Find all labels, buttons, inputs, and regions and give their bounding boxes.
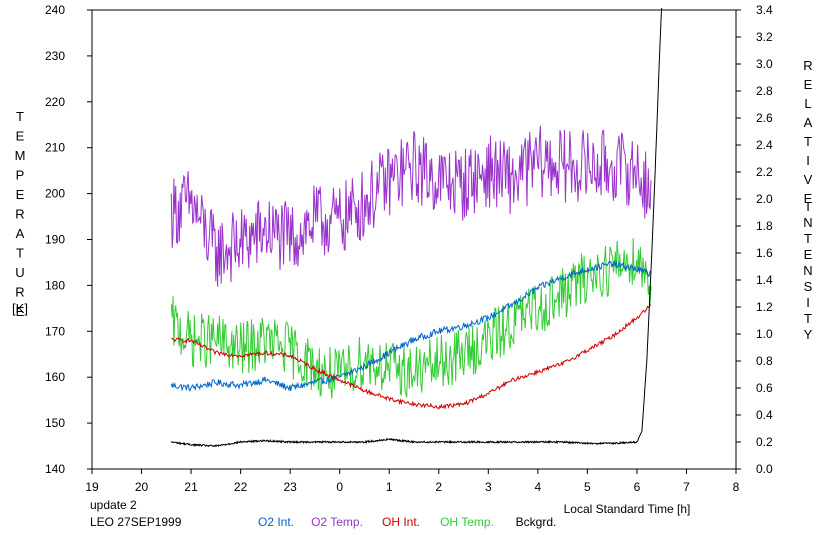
y-right-label-letter: I <box>806 153 810 168</box>
x-tick-label: 5 <box>584 480 591 494</box>
station-date-label: LEO 27SEP1999 <box>90 515 182 529</box>
y-left-label-letter: U <box>15 265 24 280</box>
y-right-tick-label: 1.8 <box>756 219 773 233</box>
y-left-tick-label: 240 <box>45 3 65 17</box>
y-right-tick-label: 0.8 <box>756 354 773 368</box>
series-line-o2-temp <box>170 125 652 287</box>
y-left-tick-label: 180 <box>45 278 65 292</box>
y-right-label-letter: V <box>804 172 813 187</box>
y-right-tick-label: 1.4 <box>756 273 773 287</box>
axis-layer <box>87 9 741 474</box>
y-right-label-letter: I <box>806 199 810 214</box>
y-left-tick-label: 220 <box>45 95 65 109</box>
y-right-tick-label: 1.2 <box>756 300 773 314</box>
y-left-tick-label: 190 <box>45 233 65 247</box>
legend-entry: Bckgrd. <box>516 515 557 529</box>
x-tick-label: 22 <box>234 480 248 494</box>
y-right-tick-label: 0.0 <box>756 462 773 476</box>
update-label: update 2 <box>90 498 137 512</box>
x-tick-label: 20 <box>135 480 149 494</box>
y-right-tick-label: 2.2 <box>756 165 773 179</box>
x-tick-label: 6 <box>634 480 641 494</box>
y-right-tick-label: 0.4 <box>756 408 773 422</box>
y-right-tick-label: 2.8 <box>756 84 773 98</box>
y-right-label-letter: L <box>804 96 811 111</box>
y-left-tick-label: 210 <box>45 141 65 155</box>
y-right-tick-label: 2.4 <box>756 138 773 152</box>
y-right-label-letter: N <box>803 215 812 230</box>
y-left-tick-label: 160 <box>45 370 65 384</box>
y-left-unit: [K] <box>12 301 28 316</box>
y-left-label-letter: R <box>15 207 24 222</box>
y-right-label-letter: E <box>804 191 813 206</box>
y-right-tick-label: 1.6 <box>756 246 773 260</box>
y-right-tick-label: 2.0 <box>756 192 773 206</box>
x-tick-label: 8 <box>733 480 740 494</box>
x-axis-label: Local Standard Time [h] <box>564 502 691 516</box>
y-left-label-letter: T <box>16 109 24 124</box>
x-tick-label: 1 <box>386 480 393 494</box>
y-right-tick-label: 3.4 <box>756 3 773 17</box>
x-tick-label: 23 <box>283 480 297 494</box>
legend-entry: O2 Temp. <box>311 515 363 529</box>
x-tick-label: 7 <box>683 480 690 494</box>
y-right-label-letter: Y <box>804 327 813 342</box>
x-tick-label: 0 <box>336 480 343 494</box>
y-left-tick-label: 230 <box>45 49 65 63</box>
y-right-label-letter: I <box>806 295 810 310</box>
y-right-label-letter: E <box>804 77 813 92</box>
legend-entry: OH Temp. <box>440 515 494 529</box>
x-tick-label: 19 <box>85 480 99 494</box>
y-right-label-letter: T <box>804 311 812 326</box>
y-left-label-letter: P <box>16 168 25 183</box>
legend-entry: O2 Int. <box>258 515 294 529</box>
y-left-tick-label: 140 <box>45 462 65 476</box>
series-line-oh-temp <box>170 238 652 399</box>
y-right-label-letter: N <box>803 263 812 278</box>
y-left-label-letter: A <box>16 226 25 241</box>
series-line-o2-int <box>170 260 652 392</box>
y-right-tick-label: 0.6 <box>756 381 773 395</box>
y-right-label-letter: T <box>804 231 812 246</box>
y-left-label-letter: R <box>15 285 24 300</box>
y-left-tick-label: 200 <box>45 187 65 201</box>
label-layer: 19 20 21 22 23 0 1 2 3 4 5 6 7 8140150160170180190200… <box>12 3 813 529</box>
y-left-label-letter: M <box>15 148 26 163</box>
y-right-label-letter: E <box>804 247 813 262</box>
y-right-tick-label: 1.0 <box>756 327 773 341</box>
y-right-label-letter: S <box>804 279 813 294</box>
y-right-tick-label: 3.0 <box>756 57 773 71</box>
y-left-label-letter: T <box>16 246 24 261</box>
x-tick-label: 4 <box>535 480 542 494</box>
y-left-label-letter: E <box>16 129 25 144</box>
y-left-tick-label: 170 <box>45 324 65 338</box>
x-tick-label: 21 <box>184 480 198 494</box>
x-tick-label: 2 <box>435 480 442 494</box>
y-left-label-letter: E <box>16 187 25 202</box>
y-right-tick-label: 2.6 <box>756 111 773 125</box>
series-line-bckgrd <box>170 7 663 448</box>
legend-entry: OH Int. <box>382 515 420 529</box>
series-layer <box>170 7 663 448</box>
y-right-tick-label: 0.2 <box>756 435 773 449</box>
series-line-oh-int <box>171 304 652 410</box>
y-left-label-letter: E <box>16 304 25 319</box>
y-right-label-letter: R <box>803 58 812 73</box>
y-left-tick-label: 150 <box>45 416 65 430</box>
y-right-tick-label: 3.2 <box>756 30 773 44</box>
y-right-label-letter: T <box>804 134 812 149</box>
x-tick-label: 3 <box>485 480 492 494</box>
y-right-label-letter: A <box>804 115 813 130</box>
